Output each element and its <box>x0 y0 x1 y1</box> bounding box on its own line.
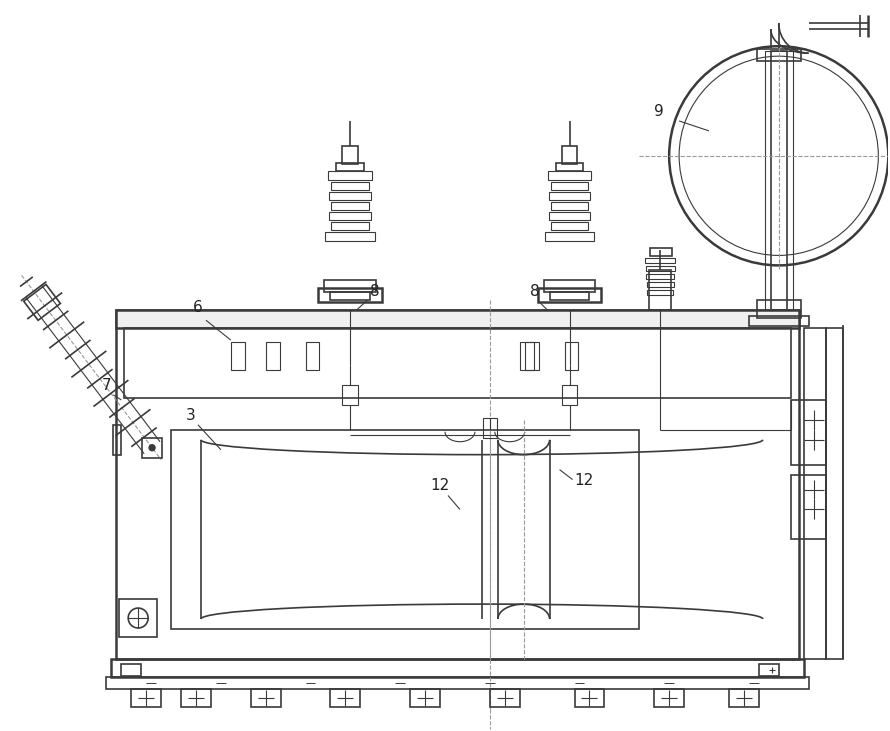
Bar <box>551 182 588 190</box>
Bar <box>525 342 538 370</box>
Text: 9: 9 <box>654 104 664 119</box>
Bar <box>790 400 826 465</box>
Bar <box>125 328 790 398</box>
Circle shape <box>150 444 155 451</box>
Bar <box>759 664 779 676</box>
Bar <box>490 689 520 707</box>
Bar <box>121 664 142 676</box>
Bar <box>119 599 158 637</box>
Bar <box>547 171 592 180</box>
Bar <box>266 342 279 370</box>
Bar <box>319 288 382 302</box>
Bar <box>343 385 359 405</box>
Bar <box>562 146 578 164</box>
Bar <box>647 282 674 287</box>
Bar <box>651 249 672 257</box>
Bar <box>649 270 671 310</box>
Bar <box>646 274 674 279</box>
Bar <box>771 51 787 310</box>
Bar <box>548 212 590 220</box>
Bar <box>520 342 534 370</box>
Bar <box>336 163 364 171</box>
Bar <box>483 418 497 438</box>
Bar <box>326 232 376 241</box>
Bar <box>117 310 798 659</box>
Bar <box>826 328 844 659</box>
Bar <box>654 689 684 707</box>
Bar <box>331 202 369 210</box>
Bar <box>131 689 161 707</box>
Bar <box>551 202 588 210</box>
Bar <box>575 689 604 707</box>
Text: 6: 6 <box>193 300 203 315</box>
Bar <box>325 280 376 292</box>
Bar <box>330 689 360 707</box>
Bar <box>647 290 673 295</box>
Bar <box>111 659 804 677</box>
Text: 7: 7 <box>101 378 111 393</box>
Bar <box>171 430 639 629</box>
Bar <box>748 317 809 326</box>
Bar <box>410 689 440 707</box>
Bar <box>544 280 595 292</box>
Text: 12: 12 <box>430 477 449 493</box>
Bar <box>305 342 320 370</box>
Bar <box>756 49 801 61</box>
Bar <box>343 146 359 164</box>
Bar <box>538 288 602 302</box>
Bar <box>550 292 589 300</box>
Bar <box>251 689 280 707</box>
Bar <box>330 292 370 300</box>
Bar <box>729 689 759 707</box>
Bar <box>564 342 578 370</box>
Bar <box>548 192 590 200</box>
Text: 12: 12 <box>575 472 594 488</box>
Bar <box>181 689 211 707</box>
Bar <box>765 51 793 310</box>
Bar <box>106 677 809 689</box>
Bar <box>646 266 676 271</box>
Bar <box>645 258 676 263</box>
Bar <box>555 163 584 171</box>
Text: 8: 8 <box>530 284 539 299</box>
Bar <box>113 425 121 455</box>
Bar <box>331 182 369 190</box>
Bar <box>231 342 245 370</box>
Bar <box>562 385 578 405</box>
Bar <box>756 300 801 318</box>
Bar <box>328 171 372 180</box>
Bar <box>790 474 826 539</box>
Bar <box>117 310 798 328</box>
Bar <box>804 328 826 659</box>
Bar <box>142 438 162 458</box>
Bar <box>331 222 369 230</box>
Bar <box>329 212 371 220</box>
Bar <box>551 222 588 230</box>
Bar <box>545 232 595 241</box>
Text: 8: 8 <box>370 284 380 299</box>
Bar <box>329 192 371 200</box>
Text: 3: 3 <box>186 408 196 423</box>
